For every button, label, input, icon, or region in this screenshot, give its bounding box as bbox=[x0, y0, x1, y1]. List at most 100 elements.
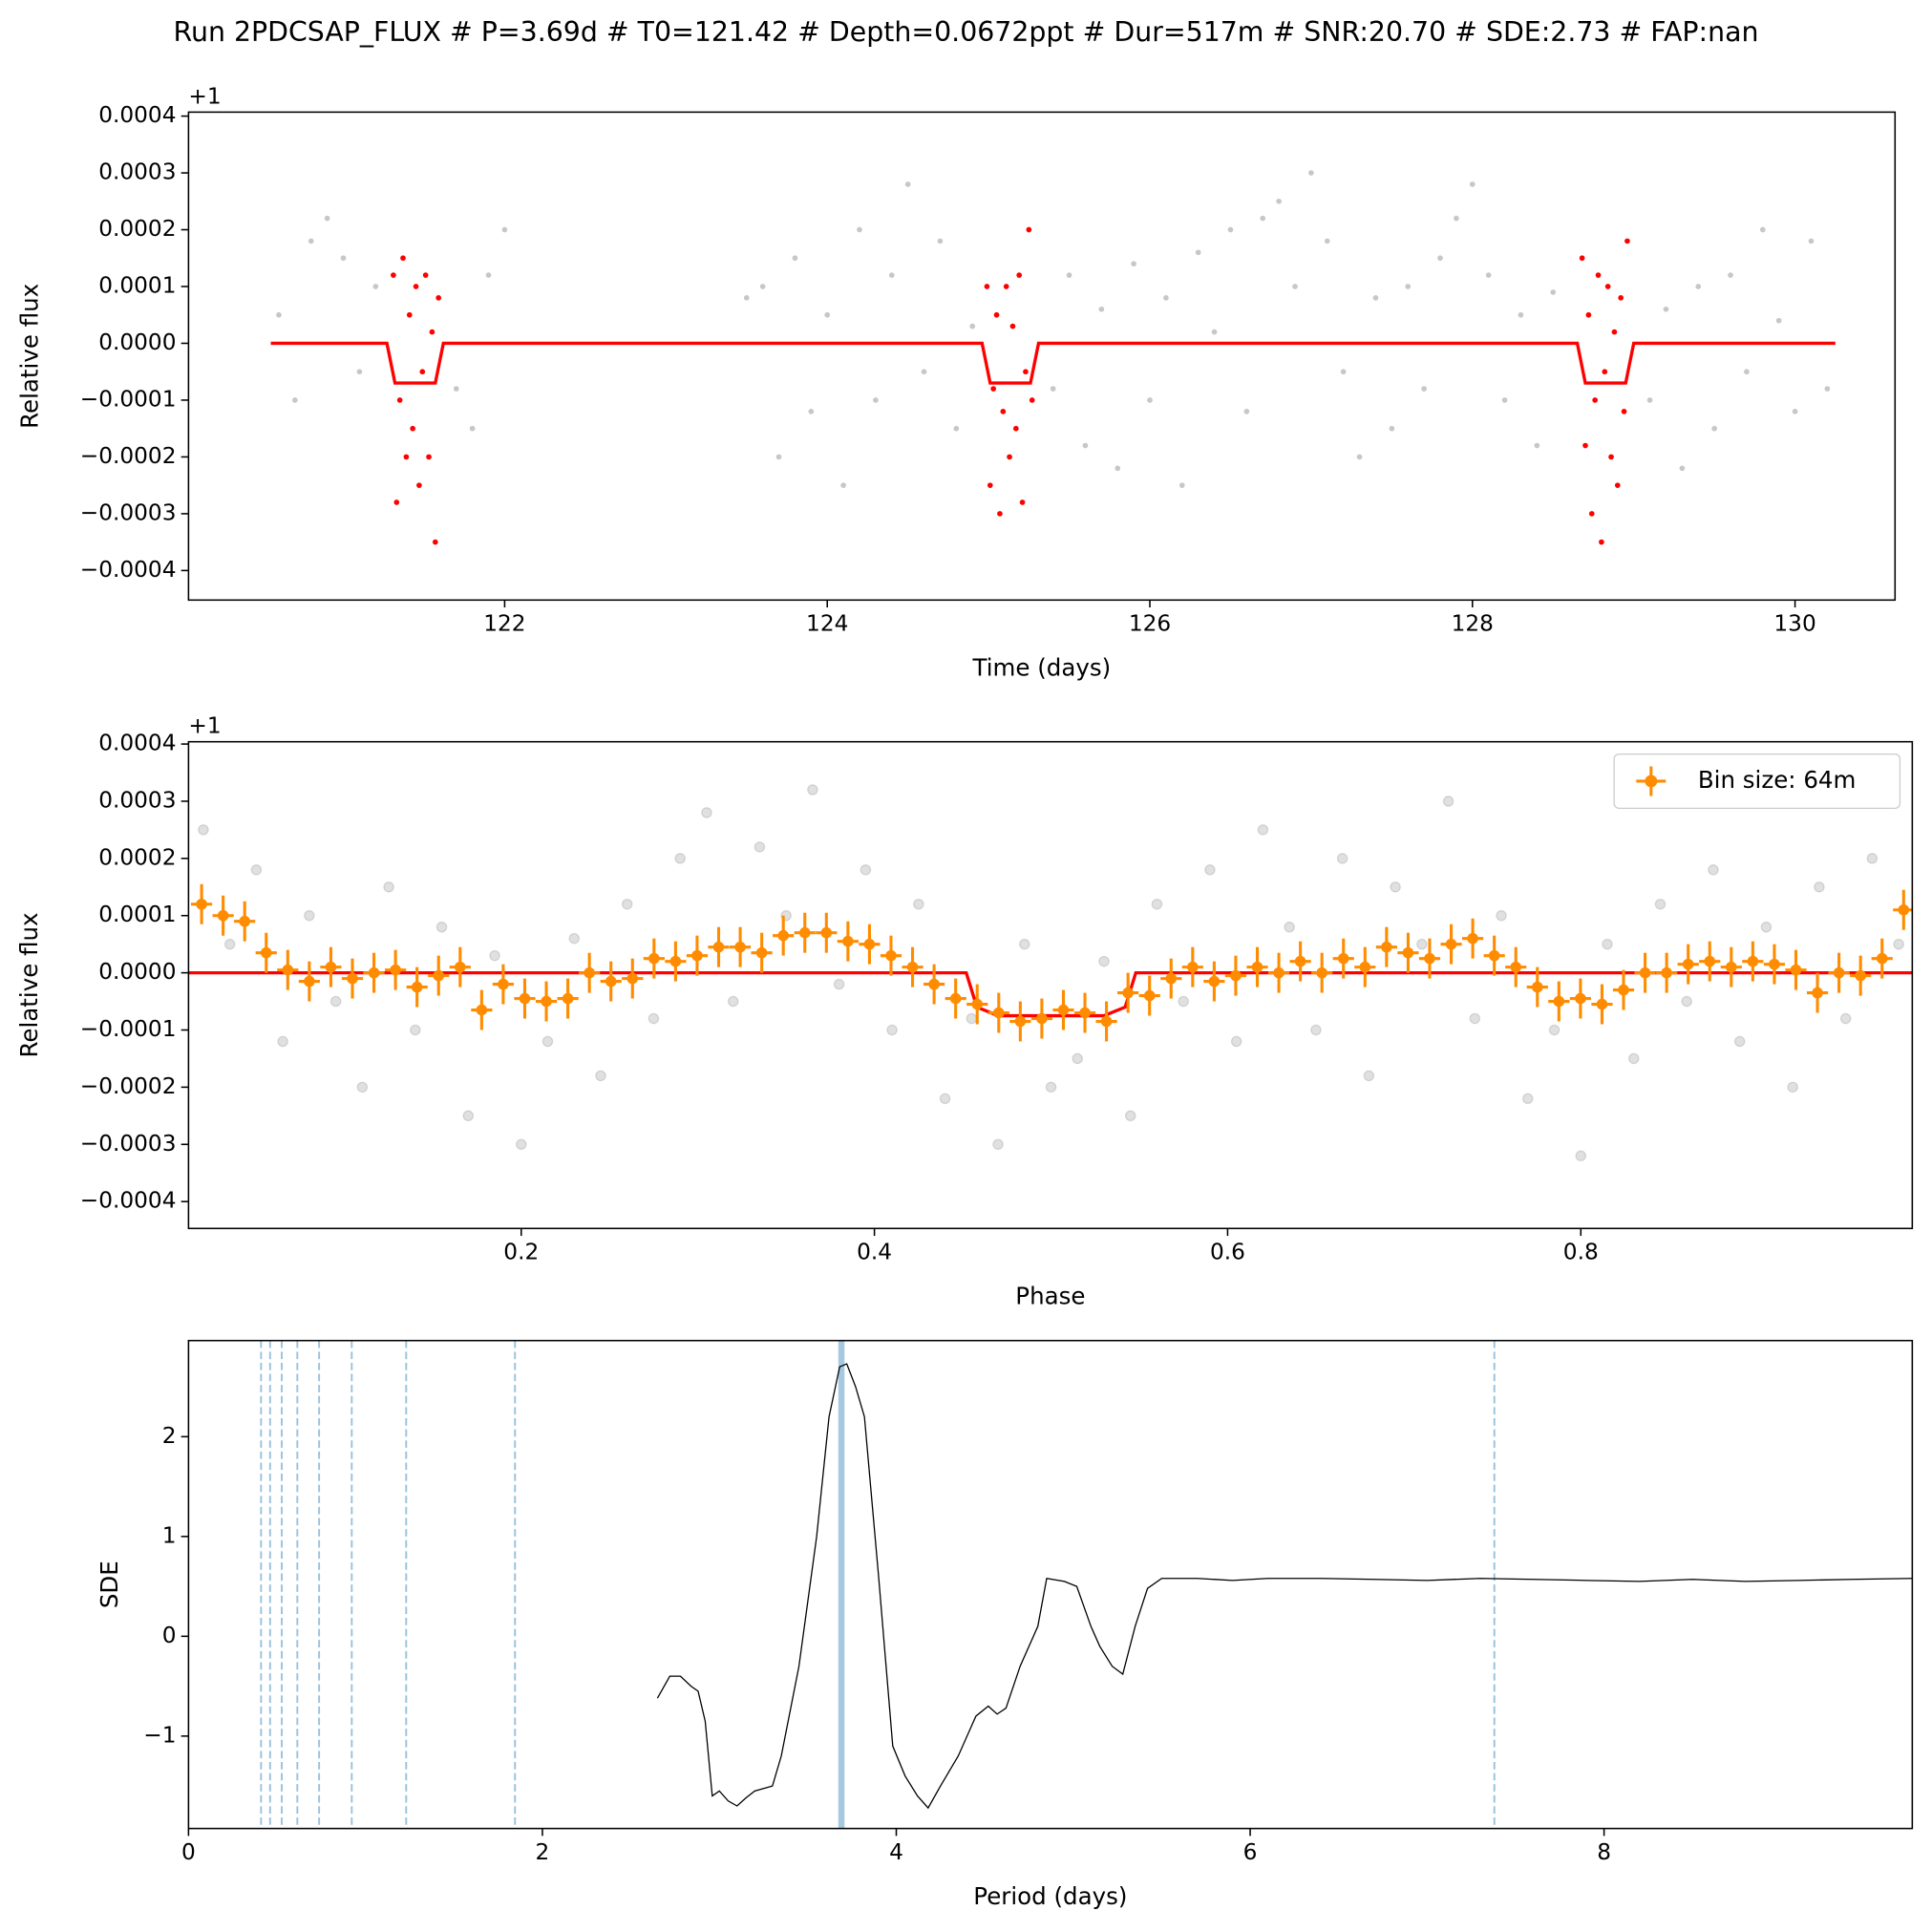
data-point bbox=[1372, 295, 1379, 301]
x-axis-label: Time (days) bbox=[971, 654, 1111, 682]
binned-point bbox=[368, 966, 380, 979]
y-tick-label: 2 bbox=[162, 1423, 177, 1449]
binned-point bbox=[1726, 961, 1737, 973]
data-point bbox=[939, 1093, 951, 1105]
x-axis-label: Phase bbox=[1015, 1283, 1085, 1310]
binned-point bbox=[885, 949, 897, 962]
binned-point bbox=[1618, 984, 1629, 996]
binned-point bbox=[1273, 966, 1284, 979]
data-point bbox=[1003, 284, 1009, 289]
data-point bbox=[276, 311, 282, 318]
data-point bbox=[413, 284, 419, 289]
data-point bbox=[485, 272, 492, 278]
binned-point bbox=[239, 915, 251, 927]
data-point bbox=[1814, 881, 1825, 893]
data-point bbox=[1336, 853, 1348, 864]
binned-point bbox=[1230, 969, 1242, 982]
data-point bbox=[1260, 215, 1266, 222]
data-point bbox=[966, 1012, 978, 1025]
x-tick-label: 6 bbox=[1243, 1839, 1258, 1865]
binned-point bbox=[498, 978, 509, 990]
data-point bbox=[1733, 1035, 1746, 1048]
y-tick-label: −0.0002 bbox=[80, 1073, 177, 1099]
data-point bbox=[1521, 1093, 1534, 1105]
data-point bbox=[754, 841, 766, 853]
data-point bbox=[396, 397, 403, 403]
data-point bbox=[727, 995, 739, 1008]
binned-point bbox=[1769, 958, 1780, 970]
binned-point bbox=[928, 978, 940, 990]
axes-frame bbox=[187, 111, 1897, 602]
x-tick-label: 122 bbox=[483, 611, 525, 637]
binned-point bbox=[476, 1004, 488, 1016]
data-point bbox=[1050, 386, 1056, 392]
x-tick-label: 128 bbox=[1452, 611, 1494, 637]
binned-point bbox=[1424, 952, 1435, 965]
sde-curve bbox=[656, 1363, 1912, 1810]
data-point bbox=[808, 409, 815, 414]
binned-point bbox=[433, 969, 445, 982]
y-tick-label: 0.0001 bbox=[98, 273, 176, 299]
binned-point bbox=[1359, 961, 1371, 973]
data-point bbox=[400, 255, 406, 262]
model-line bbox=[270, 341, 1836, 385]
data-point bbox=[1663, 306, 1669, 312]
data-point bbox=[1654, 898, 1667, 910]
data-point bbox=[1131, 261, 1136, 267]
binned-point bbox=[669, 955, 682, 967]
data-point bbox=[292, 397, 298, 403]
binned-point bbox=[584, 966, 595, 979]
binned-point bbox=[1553, 995, 1565, 1008]
data-point bbox=[410, 425, 415, 432]
data-point bbox=[1485, 272, 1492, 278]
data-point bbox=[759, 284, 766, 289]
binned-point bbox=[282, 964, 294, 976]
data-point bbox=[568, 932, 581, 945]
data-point bbox=[383, 881, 394, 893]
data-point bbox=[1728, 272, 1733, 278]
y-tick-label: 1 bbox=[162, 1522, 177, 1548]
binned-point bbox=[1445, 938, 1457, 950]
data-point bbox=[1548, 1024, 1560, 1036]
y-tick-label: −0.0003 bbox=[80, 499, 177, 525]
binned-point bbox=[347, 972, 358, 985]
binned-point bbox=[1639, 966, 1651, 979]
data-point bbox=[997, 511, 1003, 517]
data-point bbox=[1098, 306, 1105, 312]
data-point bbox=[1787, 1081, 1798, 1093]
binned-point bbox=[1510, 961, 1522, 973]
data-point bbox=[921, 369, 927, 375]
data-point bbox=[1009, 323, 1016, 329]
data-point bbox=[984, 284, 990, 289]
y-tick-label: 0.0000 bbox=[98, 959, 176, 985]
binned-point bbox=[390, 964, 401, 976]
data-point bbox=[1582, 442, 1588, 449]
data-point bbox=[1257, 824, 1269, 836]
data-point bbox=[1227, 226, 1234, 233]
plot-area bbox=[270, 170, 1836, 545]
data-point bbox=[304, 909, 315, 922]
data-point bbox=[1308, 170, 1314, 176]
data-point bbox=[674, 853, 687, 864]
binned-point bbox=[755, 946, 768, 959]
data-point bbox=[1340, 369, 1347, 375]
x-tick-label: 130 bbox=[1773, 611, 1815, 637]
data-point bbox=[1026, 226, 1032, 233]
data-point bbox=[419, 369, 426, 375]
offset-label: +1 bbox=[188, 713, 221, 739]
binned-point bbox=[1855, 969, 1866, 982]
data-point bbox=[913, 898, 924, 910]
data-point bbox=[403, 454, 410, 460]
binned-point bbox=[196, 898, 207, 910]
x-tick-label: 0.2 bbox=[503, 1240, 539, 1265]
binned-point bbox=[1833, 966, 1845, 979]
data-point bbox=[1808, 238, 1815, 244]
data-point bbox=[1575, 1150, 1587, 1162]
binned-point bbox=[1575, 992, 1586, 1005]
plot-area bbox=[188, 784, 1913, 1162]
binned-point bbox=[1143, 989, 1156, 1002]
data-point bbox=[329, 995, 342, 1008]
offset-label: +1 bbox=[188, 83, 221, 109]
binned-point bbox=[842, 935, 854, 947]
